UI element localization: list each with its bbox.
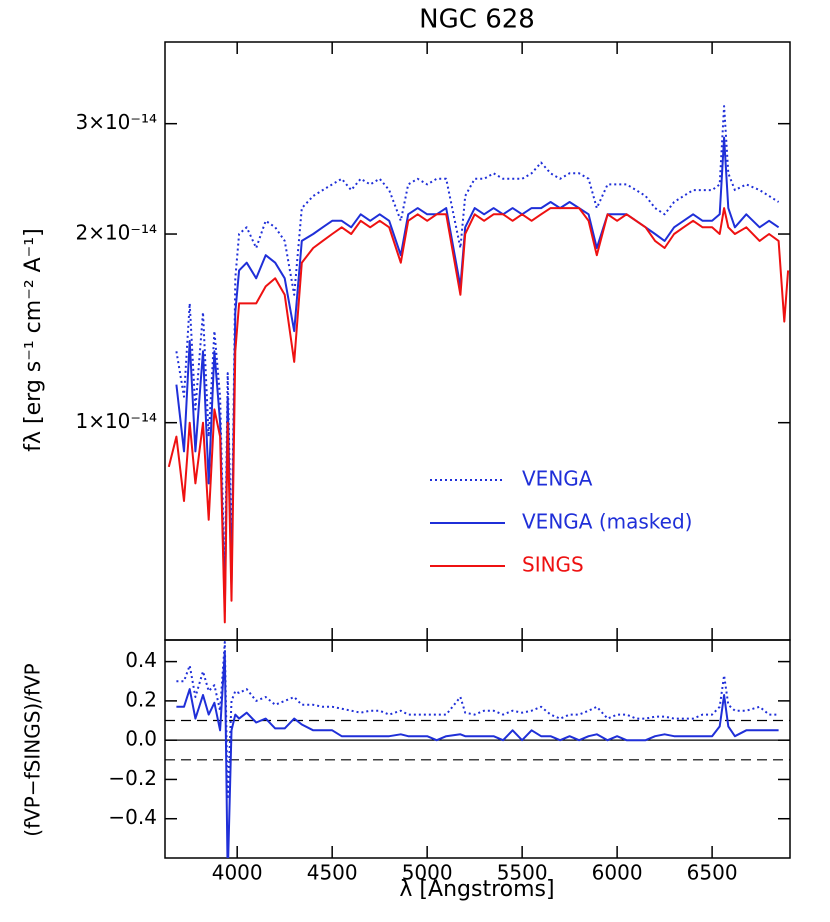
series-line xyxy=(175,136,780,613)
y-tick-label: 1×10⁻¹⁴ xyxy=(75,409,157,433)
y-tick-label: 0.2 xyxy=(125,687,157,711)
y-tick-label: 3×10⁻¹⁴ xyxy=(75,110,157,134)
x-tick-label: 4000 xyxy=(212,861,263,885)
series-line xyxy=(175,105,780,587)
y-tick-label: 0.0 xyxy=(125,727,157,751)
x-tick-label: 4500 xyxy=(307,861,358,885)
x-tick-label: 5500 xyxy=(497,861,548,885)
x-tick-label: 5000 xyxy=(402,861,453,885)
legend-label: SINGS xyxy=(522,553,584,577)
y-axis-label: fλ [erg s⁻¹ cm⁻² A⁻¹] xyxy=(21,228,46,451)
y-tick-label: −0.2 xyxy=(108,766,157,790)
y-tick-label: 0.4 xyxy=(125,648,157,672)
legend-label: VENGA (masked) xyxy=(522,510,692,534)
plot-frame xyxy=(164,41,791,641)
chart-title: NGC 628 xyxy=(419,5,535,35)
x-axis-label: λ [Angstroms] xyxy=(399,877,554,902)
x-tick-label: 6000 xyxy=(592,861,643,885)
series-group xyxy=(167,105,790,624)
series-line xyxy=(176,650,779,858)
y-axis-label: (fVP−fSINGS)/fVP xyxy=(21,663,45,836)
y-tick-label: 2×10⁻¹⁴ xyxy=(75,221,157,245)
series-line xyxy=(176,641,779,801)
legend-label: VENGA xyxy=(522,467,593,491)
series-line xyxy=(167,207,790,624)
x-tick-label: 6500 xyxy=(687,861,738,885)
series-group xyxy=(176,641,779,858)
plot-frame xyxy=(164,639,791,859)
y-tick-label: −0.4 xyxy=(108,805,157,829)
